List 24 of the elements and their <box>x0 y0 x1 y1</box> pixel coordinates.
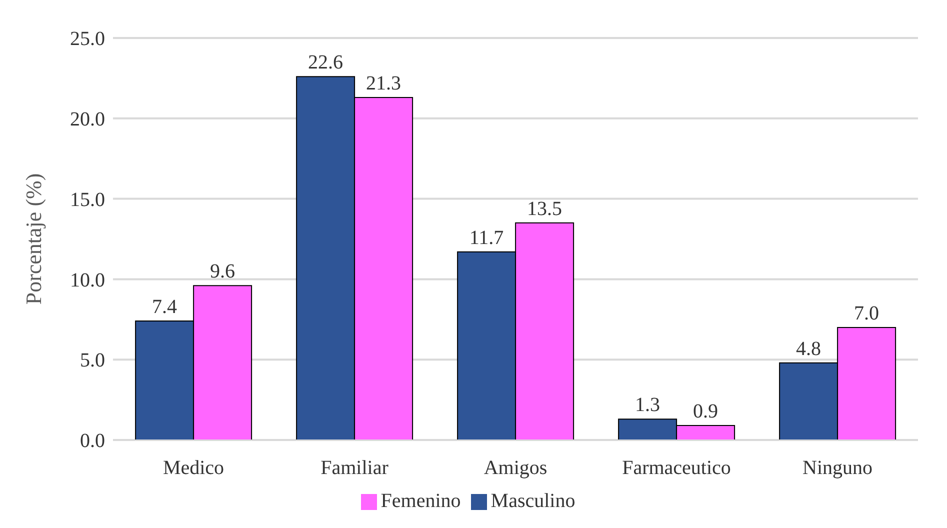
text: 7.4 <box>152 296 178 318</box>
y-tick-label: 0.0 <box>80 430 105 452</box>
text: 22.6 <box>308 52 344 74</box>
text: 4.8 <box>796 338 822 360</box>
x-tick-label: Amigos <box>484 457 548 480</box>
legend-label: Masculino <box>490 490 576 512</box>
x-tick-label: Farmaceutico <box>622 457 731 480</box>
text: 7.0 <box>854 302 880 324</box>
text: 21.3 <box>366 72 402 94</box>
y-tick-label: 20.0 <box>70 108 105 130</box>
text: 0.9 <box>693 400 718 423</box>
text: 1.3 <box>635 394 660 416</box>
legend-label: Femenino <box>380 490 461 512</box>
x-tick-label: Medico <box>162 457 224 480</box>
y-tick-label: 10.0 <box>70 269 105 292</box>
y-tick-label: 25.0 <box>70 28 105 50</box>
y-tick-label: 5.0 <box>80 350 105 372</box>
text: 9.6 <box>210 260 236 283</box>
y-tick-label: 15.0 <box>70 188 105 211</box>
y-axis-title: Porcentaje (%) <box>20 173 46 305</box>
text: 11.7 <box>469 226 504 249</box>
text: 13.5 <box>527 198 562 220</box>
x-tick-label: Familiar <box>320 457 389 480</box>
x-tick-label: Ninguno <box>802 457 872 480</box>
